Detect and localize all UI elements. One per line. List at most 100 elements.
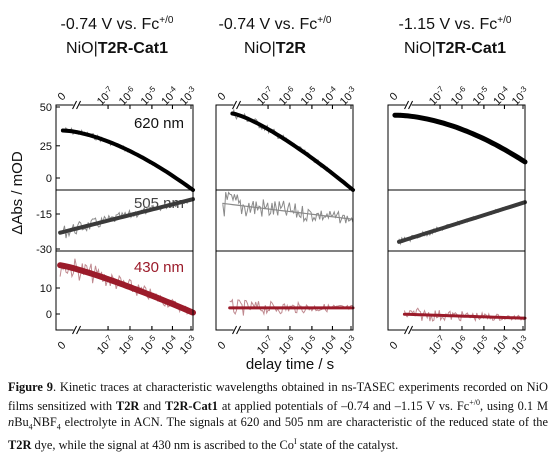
panel-frames — [55, 100, 526, 335]
caption-label: Figure 9 — [8, 380, 53, 394]
panel-3-title-potential: -1.15 V vs. Fc+/0 — [399, 15, 512, 33]
fit-trace — [57, 262, 196, 316]
caption-bold: T2R — [115, 399, 140, 414]
caption-text: Bu — [14, 414, 29, 429]
axis-break-gap — [233, 326, 240, 334]
fit-trace — [397, 200, 527, 244]
axis-break-gap — [405, 101, 412, 109]
x-tick-label: 10-6 — [115, 333, 139, 357]
x-tick-label: 10-5 — [469, 84, 493, 108]
x-tick-label: 10-6 — [275, 333, 299, 357]
x-tick-label: 10-4 — [158, 333, 182, 357]
fit-trace — [230, 111, 355, 192]
panel-2-title-potential: -0.74 V vs. Fc+/0 — [219, 15, 332, 33]
caption-text: NBF — [32, 414, 57, 429]
x-tick-label: 10-3 — [508, 333, 532, 357]
x-tick-label: 10-3 — [176, 333, 200, 357]
axis-break-mark — [404, 325, 409, 335]
axis-break-mark — [72, 325, 77, 335]
axis-break-gap — [73, 326, 80, 334]
y-tick-label-620: 50 — [40, 102, 52, 114]
figure-caption: Figure 9. Kinetic traces at characterist… — [8, 380, 548, 454]
x-tick-label: 10-5 — [469, 333, 493, 357]
axis-break-mark — [408, 100, 413, 110]
x-tick-label: 10-7 — [425, 333, 449, 357]
x-tick-label: 10-4 — [490, 84, 514, 108]
x-tick-label-zero: 0 — [388, 339, 401, 352]
x-tick-label: 10-4 — [490, 333, 514, 357]
y-axis-label: ΔAbs / mOD — [9, 151, 26, 235]
axis-break-mark — [236, 325, 241, 335]
axis-break-mark — [232, 100, 237, 110]
x-tick-label: 10-4 — [318, 333, 342, 357]
axis-break-mark — [404, 100, 409, 110]
caption-bold: T2R — [8, 438, 32, 453]
caption-text: at applied potentials of –0.74 and –1.15… — [218, 399, 470, 414]
panel-1-title-sample: NiO|T2R-Cat1 — [66, 40, 168, 57]
axis-break-mark — [408, 325, 413, 335]
noise-trace — [62, 127, 194, 190]
panel-2-title-sample: NiO|T2R — [244, 40, 306, 57]
fit-traces — [57, 111, 528, 320]
panel-frame — [387, 104, 526, 331]
caption-italic: n — [8, 414, 15, 429]
y-tick-label-430: 10 — [40, 283, 52, 295]
x-tick-label: 10-3 — [508, 84, 532, 108]
x-tick-label: 10-6 — [447, 84, 471, 108]
x-tick-label: 10-3 — [336, 84, 360, 108]
x-tick-label: 10-3 — [336, 333, 360, 357]
axis-break-gap — [233, 101, 240, 109]
caption-bold: T2R-Cat1 — [165, 399, 218, 414]
x-tick-label: 10-4 — [318, 84, 342, 108]
x-tick-label: 10-5 — [137, 84, 161, 108]
panel-frame — [55, 104, 194, 331]
x-tick-label-zero: 0 — [56, 90, 69, 103]
y-tick-label-430: 0 — [46, 309, 52, 321]
x-tick-label: 10-5 — [137, 333, 161, 357]
y-tick-label-505: -15 — [36, 209, 52, 221]
fit-trace — [60, 128, 195, 192]
axis-break-gap — [405, 326, 412, 334]
axis-break-mark — [236, 100, 241, 110]
caption-text: electrolyte in ACN. The signals at 620 a… — [60, 414, 548, 429]
x-tick-label: 10-3 — [176, 84, 200, 108]
noise-trace — [394, 112, 526, 163]
caption-text: dye, while the signal at 430 nm is ascri… — [31, 438, 294, 453]
x-tick-label-zero: 0 — [56, 339, 69, 352]
x-tick-label: 10-4 — [158, 84, 182, 108]
x-tick-label-zero: 0 — [216, 90, 229, 103]
noise-trace — [222, 191, 354, 224]
caption-sup: I — [294, 437, 297, 447]
y-tick-label-620: 0 — [46, 173, 52, 185]
caption-sup: +/0 — [469, 398, 480, 408]
kinetic-traces-figure: -0.74 V vs. Fc+/0 NiO|T2R-Cat1 -0.74 V v… — [9, 15, 532, 373]
fit-trace — [402, 312, 527, 320]
caption-text: , using 0.1 M — [479, 399, 548, 414]
x-tick-label: 10-7 — [253, 333, 277, 357]
axis-break-mark — [76, 325, 81, 335]
axis-break-mark — [72, 100, 77, 110]
x-tick-label: 10-6 — [275, 84, 299, 108]
y-tick-label-620: 25 — [40, 141, 52, 153]
label-430nm: 430 nm — [134, 259, 184, 276]
fit-trace — [222, 202, 354, 220]
x-axis-label: delay time / s — [246, 356, 334, 373]
label-505nm: 505 nm — [134, 195, 184, 212]
axis-break-mark — [232, 325, 237, 335]
x-tick-label: 10-7 — [93, 333, 117, 357]
panel-3-title-sample: NiO|T2R-Cat1 — [404, 40, 506, 57]
panel-1-title-potential: -0.74 V vs. Fc+/0 — [61, 15, 174, 33]
y-tick-label-505: -30 — [36, 244, 52, 256]
caption-text: state of the catalyst. — [296, 438, 399, 453]
x-tick-label: 10-7 — [93, 84, 117, 108]
x-tick-label: 10-7 — [253, 84, 277, 108]
x-tick-label-zero: 0 — [388, 90, 401, 103]
panel-frame — [215, 104, 354, 331]
caption-sub: 4 — [28, 422, 33, 431]
x-tick-label: 10-5 — [297, 333, 321, 357]
fit-trace — [58, 197, 195, 235]
axis-break-mark — [76, 100, 81, 110]
x-tick-label: 10-6 — [115, 84, 139, 108]
label-620nm: 620 nm — [134, 115, 184, 132]
axis-ticks: 0 10-710-610-510-410-30 10-710-610-510-410… — [36, 84, 532, 357]
